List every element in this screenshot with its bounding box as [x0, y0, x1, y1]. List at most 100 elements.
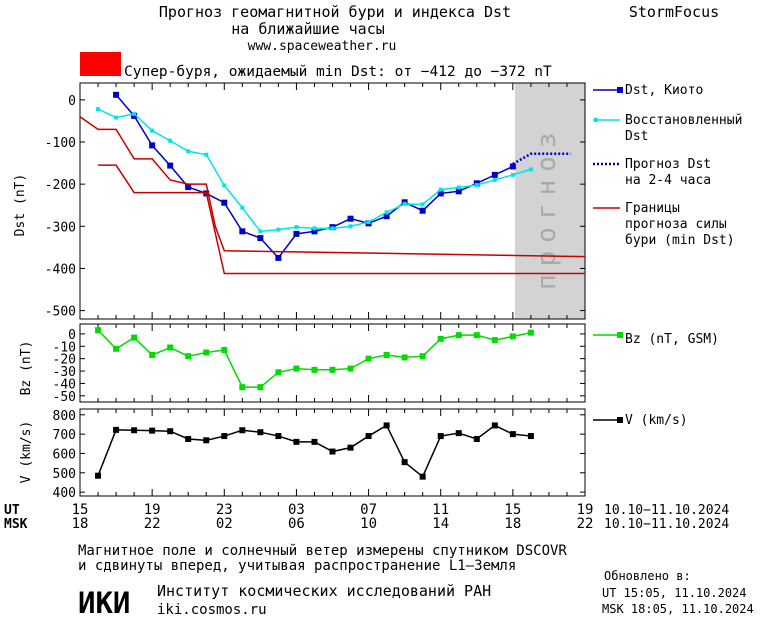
v-y-axis-label: V (km/s) [19, 421, 34, 484]
x-axis-ut-label: UT [4, 503, 20, 518]
v-series-0-point [95, 472, 102, 479]
institute-name: Институт космических исследований РАН [157, 582, 491, 600]
v-series-0-point [149, 427, 156, 434]
dst-series-1-point [348, 224, 353, 229]
dst-series-1-point [438, 187, 443, 192]
dst-forecast-band [515, 83, 585, 319]
legend-storm-bounds-label-3: бури (min Dst) [625, 233, 735, 248]
dst-series-1-point [186, 149, 191, 154]
dst-series-1-point [222, 183, 227, 188]
dst-series-1-point [330, 226, 335, 231]
dst-series-0-point [437, 190, 444, 197]
date-range-ut: 10.10−11.10.2024 [604, 503, 729, 518]
x-tick-label-ut: 23 [216, 502, 233, 518]
institute-site: iki.cosmos.ru [157, 602, 267, 618]
bz-y-axis-label: Bz (nT) [19, 341, 34, 396]
dst-series-0-point [509, 163, 516, 170]
v-series-0-point [185, 435, 192, 442]
measurement-note-line2: и сдвинуты вперед, учитывая распростране… [78, 558, 516, 574]
bz-series-0-point [491, 337, 498, 344]
iki-logo: ИКИ [78, 586, 130, 620]
legend-v: V (km/s) [593, 413, 688, 428]
dst-series-0-point [113, 91, 120, 98]
bz-series-0-point [419, 353, 426, 360]
dst-y-tick-label: -300 [45, 220, 76, 235]
bz-series-0-point [401, 354, 408, 361]
bz-y-tick-label: -50 [53, 390, 76, 405]
bz-series-0-point [95, 327, 102, 334]
storm-level-badge [80, 52, 121, 76]
date-range-msk: 10.10−11.10.2024 [604, 517, 729, 532]
dst-series-0-point [455, 188, 462, 195]
bz-series-0-point [203, 349, 210, 356]
v-y-tick-label: 600 [53, 447, 76, 462]
dst-series-1-point [528, 167, 533, 172]
v-y-tick-label: 800 [53, 409, 76, 424]
v-y-tick-label: 400 [53, 486, 76, 501]
bz-series-0-point [221, 347, 228, 353]
v-series-0-point [365, 433, 372, 440]
dst-series-1-point [132, 111, 137, 116]
dst-series-0-point [491, 171, 498, 178]
bz-series-0-point [311, 366, 318, 373]
site-url: www.spaceweather.ru [248, 39, 397, 54]
x-axis-msk-label: MSK [4, 517, 28, 532]
dst-series-1-point [366, 220, 371, 225]
x-tick-label-msk: 06 [288, 516, 305, 532]
dst-series-1-point [240, 205, 245, 210]
x-tick-label-msk: 22 [144, 516, 161, 532]
legend-dst-restored-label-2: Dst [625, 129, 648, 144]
legend-dst-restored: Восстановленный Dst [593, 113, 742, 144]
v-series-0-point [347, 444, 354, 451]
v-series-0-line [97, 424, 531, 478]
x-tick-label-msk: 22 [577, 516, 594, 532]
v-series-0-point [473, 435, 480, 442]
dst-series-1-point [258, 229, 263, 234]
legend-storm-bounds-label-2: прогноза силы [625, 217, 727, 232]
bz-y-tick-label: 0 [68, 328, 76, 343]
x-tick-label-msk: 18 [72, 516, 89, 532]
dst-y-tick-label: -100 [45, 136, 76, 151]
bz-y-tick-label: -30 [53, 365, 76, 380]
v-series-0-point [131, 427, 138, 434]
dst-series-0-point [239, 228, 246, 235]
dst-series-0-point [257, 235, 264, 242]
dst-series-1-point [402, 201, 407, 206]
dst-series-0-point [275, 254, 282, 261]
v-y-tick-label: 500 [53, 467, 76, 482]
dst-series-0-point [149, 142, 156, 149]
updated-msk: MSK 18:05, 11.10.2024 [602, 602, 754, 616]
x-tick-label-ut: 07 [360, 502, 377, 518]
v-series-0-point [437, 433, 444, 440]
v-series-0-point [167, 428, 174, 435]
dst-series-0-point [221, 199, 228, 206]
dst-series-1-point [114, 115, 119, 120]
bz-series-0-point [113, 345, 120, 352]
dst-series-1-line [97, 108, 532, 233]
chart-title-line2: на ближайшие часы [231, 20, 385, 38]
x-tick-label-ut: 03 [288, 502, 305, 518]
dst-series-1-point [474, 182, 479, 187]
forecast-band-label: прогноз [532, 124, 562, 290]
dst-series-1-point [204, 152, 209, 157]
dst-y-tick-label: 0 [68, 94, 76, 109]
x-tick-label-ut: 19 [577, 502, 594, 518]
v-series-0-point [329, 448, 336, 455]
x-tick-label-msk: 18 [504, 516, 521, 532]
dst-series-0-point [167, 162, 174, 169]
legend-dst-forecast-label-1: Прогноз Dst [625, 157, 711, 172]
legend-dst-kyoto-label: Dst, Киото [625, 83, 703, 98]
v-y-tick-label: 700 [53, 428, 76, 443]
dst-series-1-point [510, 172, 515, 177]
legend-dst-restored-label-1: Восстановленный [625, 113, 742, 128]
legend-storm-bounds: Границы прогноза силы бури (min Dst) [593, 201, 735, 248]
brand-name: StormFocus [629, 3, 719, 21]
v-series-0-point [113, 426, 120, 433]
bz-series-0-point [149, 351, 156, 358]
measurement-note-line1: Магнитное поле и солнечный ветер измерен… [78, 543, 567, 559]
dst-series-0-point [311, 228, 318, 235]
dst-series-0-point [185, 184, 192, 191]
dst-series-2-line [512, 152, 571, 166]
dst-series-1-point [312, 226, 317, 231]
